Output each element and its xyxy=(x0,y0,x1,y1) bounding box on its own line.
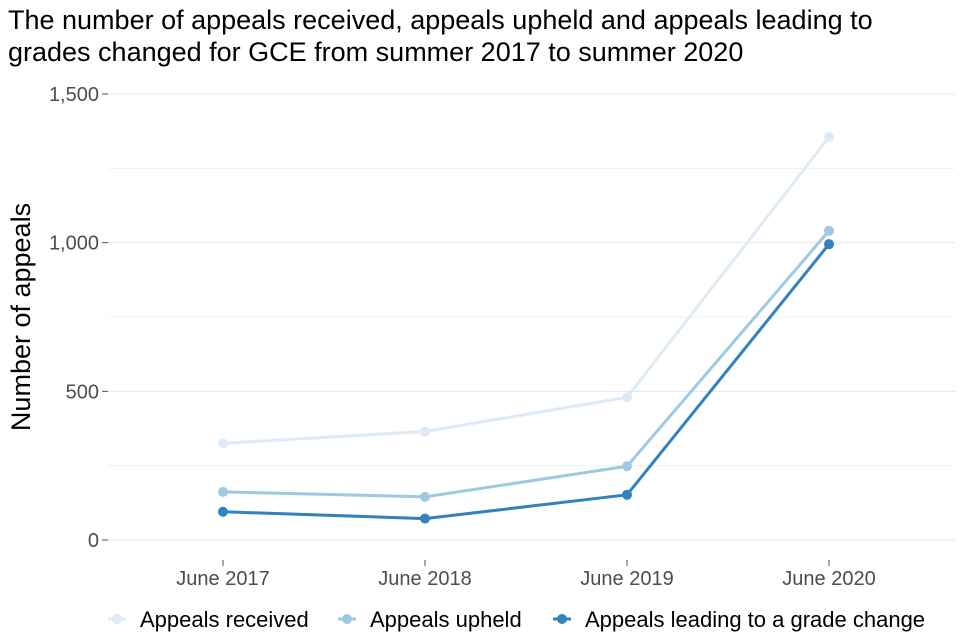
data-point xyxy=(622,489,632,500)
data-point xyxy=(622,392,632,403)
series-line xyxy=(222,136,831,445)
data-point xyxy=(622,461,632,472)
data-point xyxy=(420,513,430,524)
legend-key-marker xyxy=(342,614,352,624)
data-point xyxy=(824,132,834,143)
data-point xyxy=(218,506,228,517)
data-point xyxy=(218,486,228,497)
x-tick-label: June 2020 xyxy=(782,568,875,590)
legend-label: Appeals upheld xyxy=(370,607,522,632)
legend: Appeals received Appeals upheld Appeals le… xyxy=(108,607,925,632)
legend-label: Appeals leading to a grade change xyxy=(585,607,925,632)
data-point xyxy=(420,426,430,437)
x-axis: June 2017 June 2018 June 2019 June 2020 xyxy=(176,560,876,590)
data-point xyxy=(420,491,430,502)
legend-label: Appeals received xyxy=(140,607,309,632)
y-tick-label: 500 xyxy=(66,381,99,403)
series-2 xyxy=(218,239,834,524)
y-tick-label: 1,000 xyxy=(49,233,99,255)
y-tick-label: 0 xyxy=(88,530,99,552)
y-axis: 0 500 1,000 1,500 xyxy=(49,84,108,552)
legend-item: Appeals received xyxy=(108,607,309,632)
series-line xyxy=(222,229,831,499)
x-tick-label: June 2018 xyxy=(378,568,471,590)
series xyxy=(218,132,834,524)
data-point xyxy=(218,438,228,449)
legend-item: Appeals upheld xyxy=(338,607,522,632)
x-tick-label: June 2017 xyxy=(176,568,269,590)
chart-title: The number of appeals received, appeals … xyxy=(8,5,873,67)
y-tick-label: 1,500 xyxy=(49,84,99,106)
grid-lines xyxy=(108,93,955,541)
x-tick-label: June 2019 xyxy=(580,568,673,590)
legend-key-marker xyxy=(112,614,122,624)
series-0 xyxy=(218,132,834,449)
y-axis-title: Number of appeals xyxy=(6,203,36,431)
series-line xyxy=(222,243,831,521)
legend-key-marker xyxy=(557,614,567,624)
data-point xyxy=(824,239,834,250)
data-point xyxy=(824,225,834,236)
series-1 xyxy=(218,225,834,502)
legend-item: Appeals leading to a grade change xyxy=(553,607,925,632)
